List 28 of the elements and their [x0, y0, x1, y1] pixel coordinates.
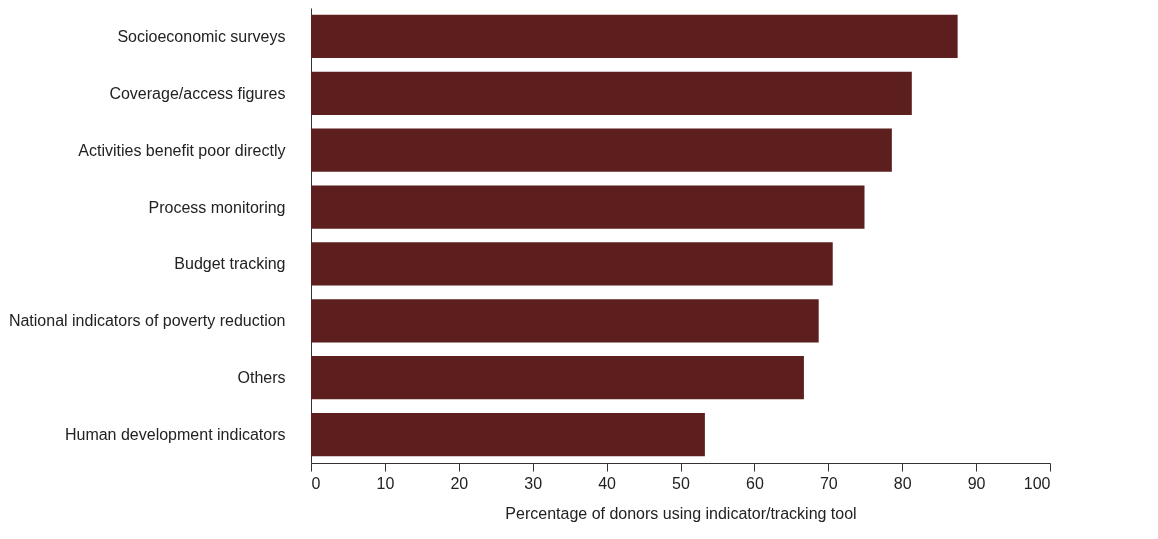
bar	[311, 185, 865, 229]
bar	[311, 412, 705, 457]
bar	[311, 71, 912, 115]
y-tick-label: Process monitoring	[148, 198, 286, 216]
x-tick-label: 20	[450, 474, 469, 492]
x-tick-label: 70	[819, 474, 838, 492]
bar	[311, 14, 958, 59]
x-tick-label: 0	[311, 474, 321, 492]
x-tick-label: 60	[746, 474, 764, 492]
y-tick-label: Others	[237, 369, 286, 387]
x-tick-label: 100	[1023, 474, 1051, 492]
x-tick-label: 30	[524, 474, 543, 492]
x-tick-label: 90	[967, 474, 986, 492]
x-tick-label: 10	[376, 474, 395, 492]
x-axis-title: Percentage of donors using indicator/tracking tool	[505, 504, 857, 522]
x-tick-label: 50	[672, 474, 690, 492]
bar	[311, 299, 819, 343]
bar	[311, 356, 804, 400]
y-tick-label: Activities benefit poor directly	[78, 141, 286, 159]
y-tick-label: Coverage/access figures	[109, 84, 286, 102]
y-tick-label: Budget tracking	[174, 255, 286, 273]
y-tick-label: National indicators of poverty reduction	[8, 312, 286, 330]
y-tick-label: Socioeconomic surveys	[117, 27, 286, 45]
bar	[311, 128, 892, 172]
x-tick-label: 40	[598, 474, 617, 492]
x-tick-label: 80	[893, 474, 912, 492]
y-tick-label: Human development indicators	[64, 426, 286, 444]
bar	[311, 242, 833, 286]
